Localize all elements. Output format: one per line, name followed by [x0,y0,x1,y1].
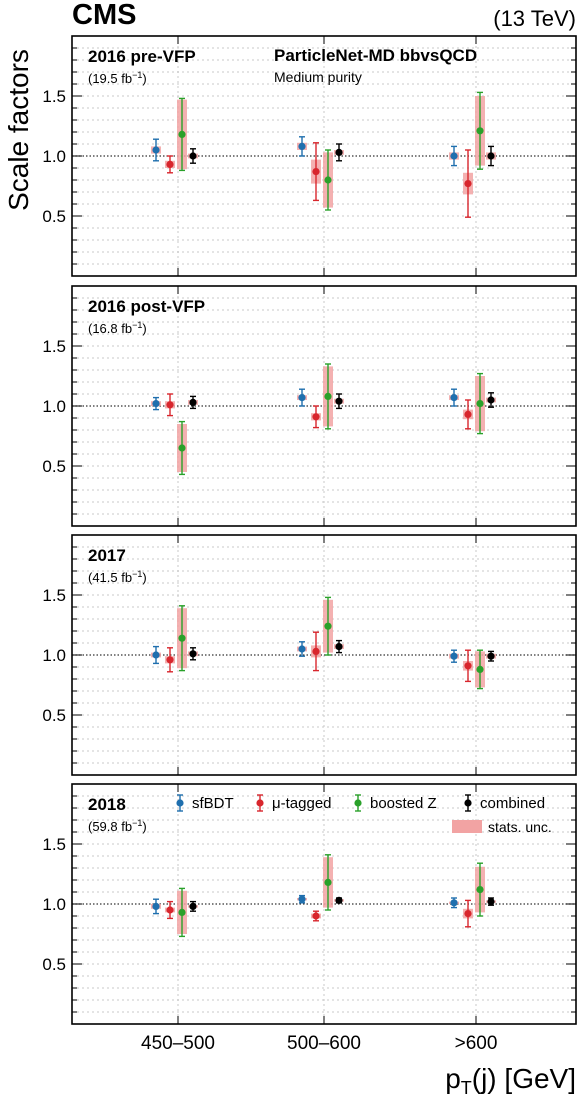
point-boostedz [324,622,332,630]
point-combined [189,398,197,406]
point-mutag [166,906,174,914]
point-sfbdt [298,895,306,903]
legend-marker-boostedz [354,799,362,807]
panel-lumi: (19.5 fb−1) [88,70,147,86]
panel-lumi: (59.8 fb−1) [88,818,147,834]
panels-group: 0.5 1.0 1.5 2016 pre-VFP (19.5 fb−1) 0.5 1.0 1.… [42,35,577,1025]
panel-title: 2018 [88,795,126,814]
point-combined [487,652,495,660]
panel-lumi: (41.5 fb−1) [88,569,147,585]
point-mutag [464,180,472,188]
point-boostedz [324,878,332,887]
point-combined [189,902,197,911]
legend: sfBDT μ-tagged boosted Z combined stats. unc… [176,794,552,835]
point-sfbdt [152,400,160,408]
x-tick-label: 450–500 [141,1033,215,1054]
y-tick-label: 1.5 [42,87,66,106]
point-combined [335,148,343,156]
experiment-label: CMS [72,0,136,31]
point-sfbdt [298,142,306,150]
y-tick-label: 0.5 [42,706,66,725]
point-sfbdt [450,652,458,660]
point-boostedz [178,908,186,917]
point-mutag [166,656,174,664]
point-sfbdt [152,651,160,659]
panel-3: 0.5 1.0 1.5 2018 (59.8 fb−1) [42,783,577,1025]
panel-title: 2016 pre-VFP [88,47,196,66]
panel-1: 0.5 1.0 1.5 2016 post-VFP (16.8 fb−1) [42,285,577,527]
legend-marker-mutag [256,799,264,807]
point-sfbdt [298,394,306,402]
panel-2: 0.5 1.0 1.5 2017 (41.5 fb−1) [42,534,577,776]
y-tick-label: 1.0 [42,397,66,416]
point-boostedz [178,130,186,138]
panel-title: 2016 post-VFP [88,297,205,316]
legend-marker-combined [464,799,472,807]
point-mutag [166,160,174,168]
point-mutag [464,910,472,918]
panel-lumi: (16.8 fb−1) [88,320,147,336]
purity-label: Medium purity [274,69,362,85]
point-boostedz [178,634,186,642]
point-sfbdt [152,146,160,154]
x-axis-title: pT(j) [GeV] [445,1063,576,1096]
point-boostedz [476,886,484,894]
legend-label-stats: stats. unc. [488,819,552,835]
x-tick-label: 500–600 [287,1033,361,1054]
point-combined [487,152,495,160]
point-mutag [312,912,320,920]
point-combined [335,896,343,905]
legend-marker-sfbdt [176,799,184,807]
y-tick-label: 1.5 [42,835,66,854]
legend-label-boostedz: boosted Z [370,795,437,812]
y-tick-label: 0.5 [42,207,66,226]
y-tick-label: 1.5 [42,586,66,605]
point-boostedz [324,392,332,400]
point-combined [487,898,495,906]
legend-stats-swatch [452,820,482,833]
point-combined [335,643,343,651]
point-sfbdt [152,902,160,911]
x-axis-title-sub: T [461,1078,472,1096]
point-combined [487,396,495,404]
point-boostedz [476,400,484,408]
point-boostedz [476,127,484,135]
point-sfbdt [298,645,306,653]
legend-label-sfbdt: sfBDT [192,795,234,812]
panel-title: 2017 [88,546,126,565]
panel-0: 0.5 1.0 1.5 2016 pre-VFP (19.5 fb−1) [42,35,577,277]
y-tick-label: 0.5 [42,457,66,476]
point-mutag [312,168,320,176]
x-axis-title-p: p [445,1063,461,1094]
point-boostedz [476,665,484,674]
point-sfbdt [450,899,458,907]
y-tick-label: 1.0 [42,646,66,665]
point-mutag [312,647,320,656]
point-sfbdt [450,152,458,160]
point-mutag [464,662,472,670]
point-combined [335,397,343,405]
point-combined [189,650,197,658]
point-mutag [166,401,174,409]
legend-label-combined: combined [480,795,545,812]
point-combined [189,152,197,160]
point-sfbdt [450,394,458,402]
x-tick-labels: 450–500 500–600 >600 [141,1033,497,1054]
x-tick-label: >600 [455,1033,498,1054]
y-tick-label: 1.0 [42,147,66,166]
y-tick-label: 0.5 [42,955,66,974]
point-mutag [312,413,320,421]
y-tick-label: 1.0 [42,895,66,914]
x-axis-title-rest: (j) [GeV] [472,1063,576,1094]
y-axis-title: Scale factors [3,49,34,211]
energy-label: (13 TeV) [493,6,576,31]
legend-label-mutag: μ-tagged [272,795,332,812]
point-boostedz [324,176,332,184]
y-tick-label: 1.5 [42,337,66,356]
tagger-label: ParticleNet-MD bbvsQCD [274,46,477,65]
point-boostedz [178,444,186,452]
point-mutag [464,410,472,418]
